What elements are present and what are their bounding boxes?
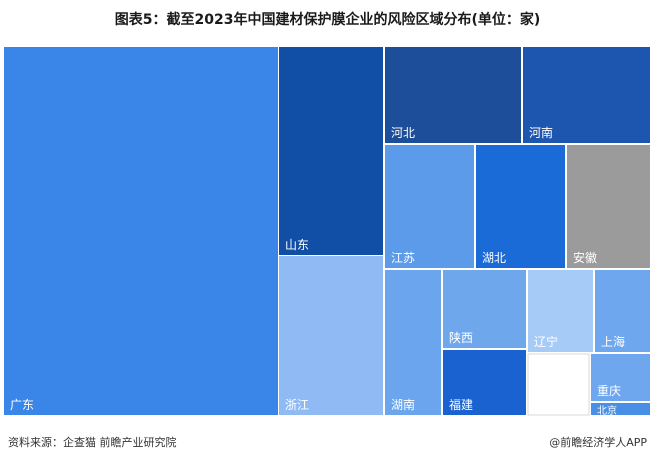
treemap-label-0: 广东 bbox=[10, 398, 34, 412]
treemap-cell-5 bbox=[476, 145, 565, 268]
treemap-cell-14 bbox=[591, 354, 650, 401]
source-note: 资料来源：企查猫 前瞻产业研究院 bbox=[8, 436, 177, 449]
treemap-cell-7 bbox=[279, 256, 383, 415]
treemap-label-14: 重庆 bbox=[597, 384, 621, 398]
treemap-cell-12 bbox=[443, 350, 526, 415]
treemap-label-1: 山东 bbox=[285, 238, 309, 252]
treemap-cell-3 bbox=[523, 47, 650, 143]
treemap-label-2: 河北 bbox=[391, 126, 415, 140]
treemap-label-5: 湖北 bbox=[482, 250, 506, 265]
treemap-cell-0 bbox=[4, 47, 278, 415]
treemap-cell-8 bbox=[385, 270, 441, 415]
treemap-cell-9 bbox=[443, 270, 526, 348]
treemap-label-12: 福建 bbox=[449, 397, 473, 412]
treemap-cell-15 bbox=[591, 403, 650, 415]
chart-title: 图表5：截至2023年中国建材保护膜企业的风险区域分布(单位：家) bbox=[114, 12, 541, 28]
treemap-label-13: 四川 bbox=[534, 398, 558, 412]
treemap-label-3: 河南 bbox=[529, 125, 553, 140]
treemap-label-7: 浙江 bbox=[285, 398, 309, 412]
treemap-cell-10 bbox=[528, 270, 593, 352]
treemap-label-15: 北京 bbox=[597, 404, 617, 417]
treemap-label-6: 安徽 bbox=[573, 250, 597, 265]
treemap-cell-4 bbox=[385, 145, 474, 268]
treemap-label-9: 陕西 bbox=[449, 330, 473, 345]
treemap-cell-6 bbox=[567, 145, 650, 268]
treemap-label-8: 湖南 bbox=[391, 397, 415, 412]
treemap-cell-11 bbox=[595, 270, 650, 352]
treemap-cell-13 bbox=[527, 353, 590, 416]
treemap-cell-1 bbox=[279, 47, 383, 255]
treemap-label-11: 上海 bbox=[601, 334, 625, 349]
treemap-label-4: 江苏 bbox=[391, 251, 415, 265]
treemap-label-10: 辽宁 bbox=[534, 334, 558, 349]
treemap-cell-2 bbox=[385, 47, 521, 143]
brand-note: @前瞻经济学人APP bbox=[549, 436, 647, 449]
